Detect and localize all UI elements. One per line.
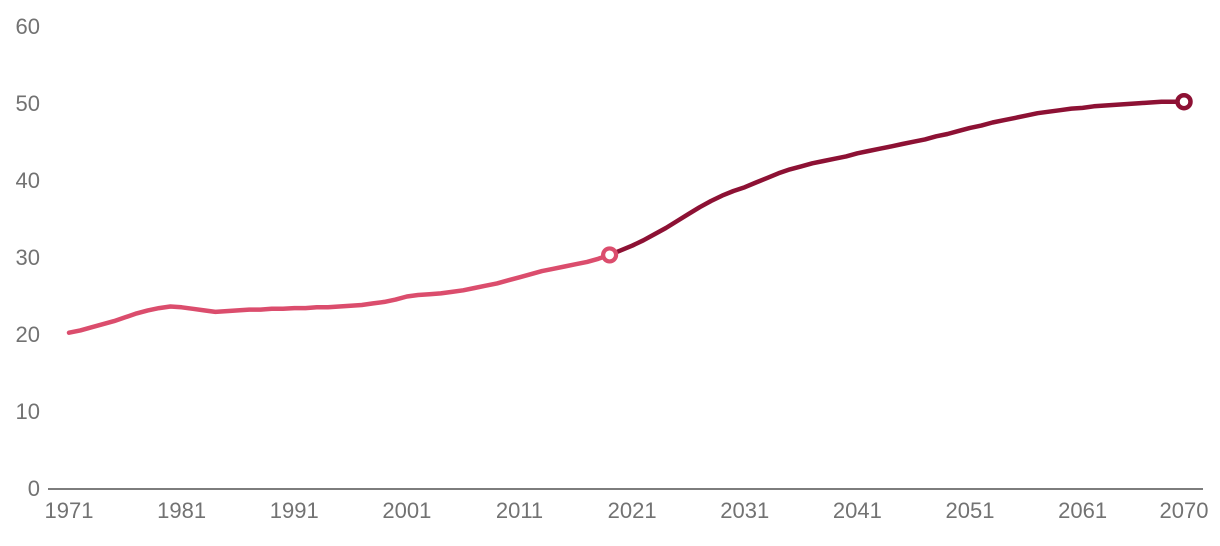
x-axis-tick-label: 2021 [608, 498, 657, 523]
y-axis-tick-label: 40 [16, 168, 40, 193]
y-axis-tick-label: 20 [16, 322, 40, 347]
historical-line [66, 252, 612, 335]
x-axis-tick-label: 2031 [720, 498, 769, 523]
x-axis-tick-label: 2070 [1160, 498, 1209, 523]
y-axis-tick-label: 30 [16, 245, 40, 270]
y-axis-tick-label: 10 [16, 399, 40, 424]
y-axis-tick-label: 0 [28, 476, 40, 501]
x-axis-tick-label: 1981 [157, 498, 206, 523]
x-axis-tick-label: 2051 [946, 498, 995, 523]
x-axis-tick-label: 1971 [45, 498, 94, 523]
x-axis-tick-label: 2011 [496, 498, 543, 523]
projection-end-marker [1175, 92, 1193, 111]
x-axis-tick-label: 2001 [382, 498, 431, 523]
historical-end-marker [601, 246, 619, 264]
y-axis-tick-label: 50 [16, 91, 40, 116]
y-axis-tick-label: 60 [16, 14, 40, 39]
x-axis-tick-label: 2041 [833, 498, 882, 523]
x-axis-tick-label: 1991 [270, 498, 319, 523]
x-axis-tick-label: 2061 [1058, 498, 1107, 523]
projection-line [607, 99, 1187, 258]
